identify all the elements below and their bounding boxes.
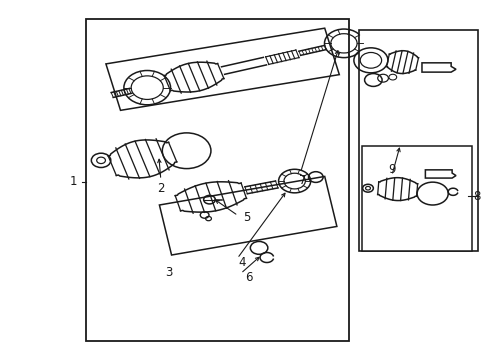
Text: 9: 9 bbox=[387, 163, 395, 176]
Text: 2: 2 bbox=[157, 183, 164, 195]
Text: 1: 1 bbox=[69, 175, 77, 188]
Text: 7: 7 bbox=[299, 174, 306, 186]
Text: 3: 3 bbox=[165, 266, 172, 279]
Bar bbox=[86, 19, 348, 341]
Text: 5: 5 bbox=[243, 211, 250, 224]
Text: 4: 4 bbox=[238, 256, 245, 269]
Text: 8: 8 bbox=[472, 190, 480, 203]
Bar bbox=[362, 146, 470, 251]
Bar bbox=[358, 30, 477, 251]
Text: 6: 6 bbox=[245, 271, 253, 284]
